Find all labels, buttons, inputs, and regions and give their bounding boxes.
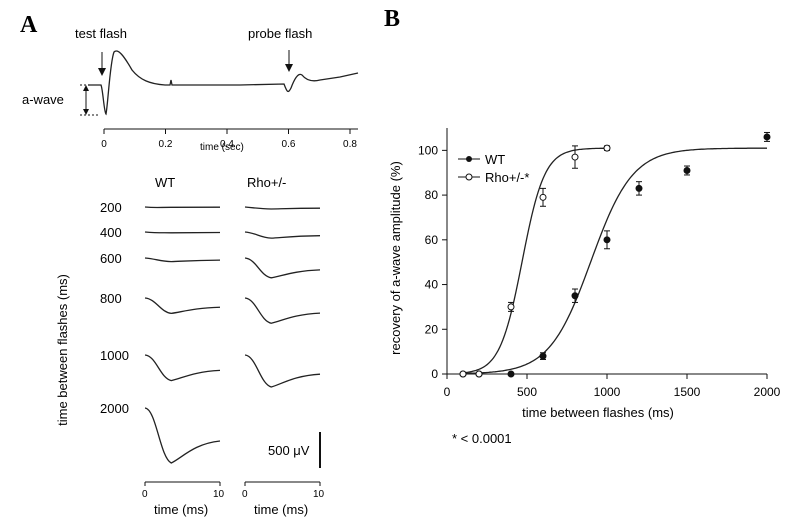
top-x-tick-label: 0.4 <box>220 139 234 150</box>
wt-trace <box>144 231 221 234</box>
wt-trace <box>144 297 221 315</box>
data-point-wt <box>571 292 579 300</box>
test-flash-arrowhead <box>98 68 106 76</box>
b-x-tick-label: 2000 <box>754 385 781 399</box>
b-y-tick-label: 80 <box>425 188 439 202</box>
wt-time-title: time (ms) <box>154 502 208 517</box>
row-label: 200 <box>100 200 122 215</box>
b-x-tick-label: 0 <box>444 385 451 399</box>
scale-bar-label: 500 μV <box>268 443 310 458</box>
col-rho-label: Rho+/- <box>247 175 286 190</box>
data-point-wt <box>603 236 611 244</box>
legend-wt-marker <box>466 156 472 162</box>
top-x-tick-label: 0 <box>101 139 107 150</box>
data-point-rho <box>459 370 467 378</box>
b-y-tick-label: 60 <box>425 233 439 247</box>
rho-tick-label-10: 10 <box>313 489 325 500</box>
legend-rho-marker <box>465 173 473 181</box>
rho-tick-label-0: 0 <box>242 489 248 500</box>
row-label: 1000 <box>100 348 129 363</box>
panel-a-top: test flash probe flash a-wave 0 0.2 0.4 0.6… <box>22 26 359 153</box>
b-y-tick-label: 100 <box>418 143 438 157</box>
top-x-title: time (sec) <box>200 142 244 153</box>
data-point-rho <box>475 370 483 378</box>
wt-trace <box>144 407 221 464</box>
probe-flash-label: probe flash <box>248 26 312 41</box>
data-point-rho <box>603 144 611 152</box>
full-erg-trace <box>88 50 359 116</box>
b-x-tick-label: 1000 <box>594 385 621 399</box>
b-y-tick-label: 40 <box>425 278 439 292</box>
fit-curve-rho <box>462 147 608 374</box>
data-point-wt <box>683 166 691 174</box>
data-point-rho <box>539 193 547 201</box>
wt-trace <box>144 206 221 209</box>
top-x-tick-label: 0.8 <box>343 139 357 150</box>
b-footnote: * < 0.0001 <box>452 431 512 446</box>
data-point-wt <box>507 370 515 378</box>
rho-trace <box>244 257 321 279</box>
legend-rho-label: Rho+/-* <box>485 170 529 185</box>
col-wt-label: WT <box>155 175 175 190</box>
awave-label: a-wave <box>22 92 64 107</box>
rho-trace <box>244 354 321 388</box>
awave-arrow-down <box>83 109 89 115</box>
trace-grid: 200 400 600 800 1000 2000 <box>100 200 321 464</box>
data-point-wt <box>539 352 547 360</box>
probe-flash-arrowhead <box>285 64 293 72</box>
row-label: 400 <box>100 225 122 240</box>
b-legend: WT Rho+/-* <box>458 152 529 185</box>
top-x-tick-label: 0.2 <box>159 139 173 150</box>
row-label: 2000 <box>100 401 129 416</box>
data-point-wt <box>763 133 771 141</box>
wt-trace <box>144 257 221 263</box>
panel-a-bottom: WT Rho+/- time between flashes (ms) 200 4… <box>55 175 325 517</box>
b-y-title: recovery of a-wave amplitude (%) <box>388 161 403 355</box>
top-x-tick-label: 0.6 <box>282 139 296 150</box>
b-x-tick-label: 1500 <box>674 385 701 399</box>
b-ticks: 0 500 1000 1500 2000 0 20 40 60 80 100 <box>418 143 781 399</box>
test-flash-label: test flash <box>75 26 127 41</box>
b-data-points <box>459 131 771 378</box>
row-label: 600 <box>100 251 122 266</box>
b-y-tick-label: 0 <box>431 367 438 381</box>
panel-label-a: A <box>20 12 38 38</box>
b-fit-curves <box>462 147 767 375</box>
legend-wt-label: WT <box>485 152 505 167</box>
b-x-title: time between flashes (ms) <box>522 405 674 420</box>
data-point-rho <box>571 153 579 161</box>
wt-trace <box>144 354 221 382</box>
row-axis-title: time between flashes (ms) <box>55 274 70 426</box>
wt-tick-label-10: 10 <box>213 489 225 500</box>
rho-trace <box>244 206 321 210</box>
wt-tick-label-0: 0 <box>142 489 148 500</box>
rho-trace <box>244 231 321 239</box>
rho-time-title: time (ms) <box>254 502 308 517</box>
rho-trace <box>244 297 321 324</box>
awave-arrow-up <box>83 85 89 91</box>
data-point-wt <box>635 184 643 192</box>
panel-b-chart: 0 500 1000 1500 2000 0 20 40 60 80 100 time betwee… <box>388 128 781 446</box>
fit-curve-wt <box>463 147 767 375</box>
data-point-rho <box>507 303 515 311</box>
top-x-ticks: 0 0.2 0.4 0.6 0.8 <box>101 129 357 150</box>
b-y-tick-label: 20 <box>425 322 439 336</box>
b-x-tick-label: 500 <box>517 385 537 399</box>
row-label: 800 <box>100 291 122 306</box>
panel-label-b: B <box>384 6 400 32</box>
